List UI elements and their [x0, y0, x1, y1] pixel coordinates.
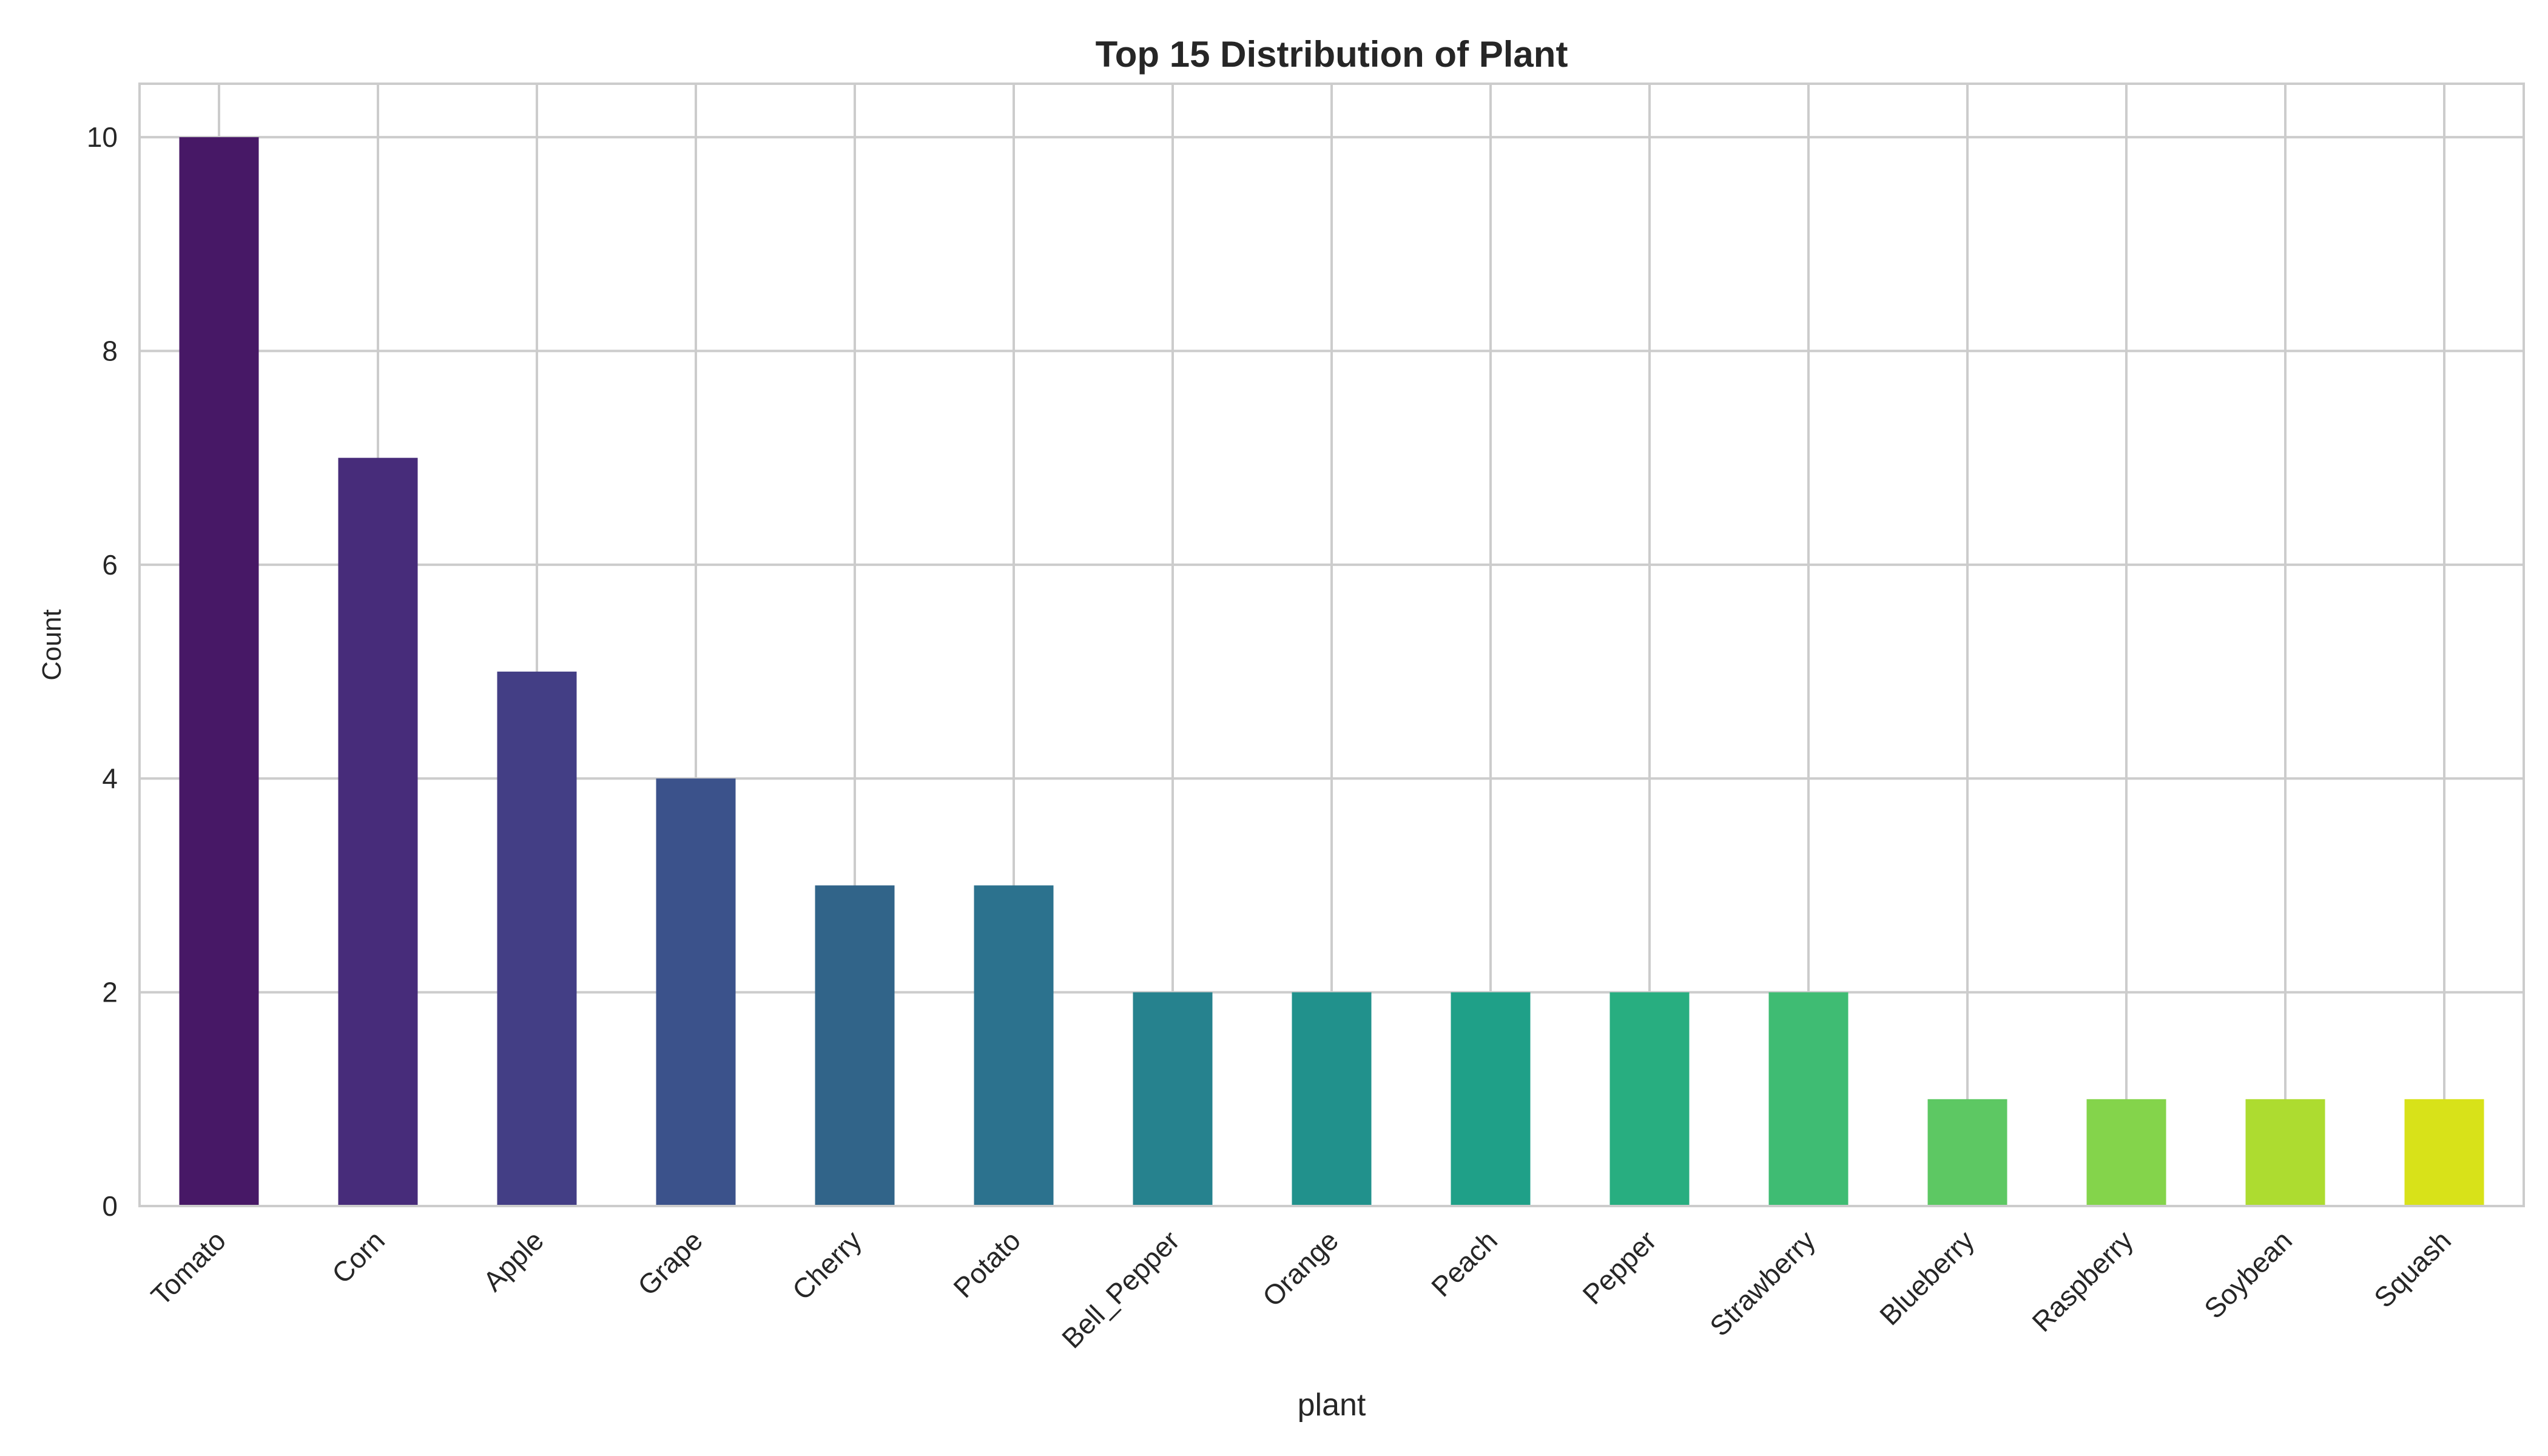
bar-potato	[974, 885, 1054, 1206]
x-tick-label: Grape	[632, 1224, 709, 1301]
bar-orange	[1292, 992, 1372, 1206]
bar-pepper	[1609, 992, 1690, 1206]
chart-title: Top 15 Distribution of Plant	[1096, 34, 1568, 75]
x-tick-label: Tomato	[145, 1224, 232, 1311]
x-tick-label: Bell_Pepper	[1056, 1224, 1185, 1354]
x-tick-labels: Tomato Corn Apple Grape Cherry Potato Bell_Pep…	[145, 1224, 2457, 1354]
x-axis-label: plant	[1298, 1387, 1366, 1423]
y-tick-labels: 0 2 4 6 8 10	[87, 121, 118, 1222]
bar-grape	[656, 778, 736, 1206]
x-tick-label: Pepper	[1576, 1224, 1662, 1310]
y-axis-label: Count	[37, 609, 67, 680]
bar-corn	[338, 457, 418, 1206]
x-tick-label: Potato	[947, 1224, 1026, 1304]
y-tick-label: 10	[87, 121, 118, 153]
bar-peach	[1451, 992, 1531, 1206]
x-tick-label: Apple	[477, 1224, 550, 1297]
bar-soybean	[2245, 1099, 2325, 1206]
bar-blueberry	[1927, 1099, 2007, 1206]
bar-raspberry	[2086, 1099, 2166, 1206]
plot-frame	[138, 83, 2525, 1207]
x-tick-label: Orange	[1256, 1224, 1344, 1312]
bar-strawberry	[1768, 992, 1849, 1206]
x-tick-label: Squash	[2368, 1224, 2457, 1313]
y-tick-label: 0	[102, 1190, 118, 1222]
y-tick-label: 2	[102, 977, 118, 1008]
x-tick-label: Peach	[1425, 1224, 1503, 1303]
bars	[179, 137, 2484, 1207]
x-tick-label: Soybean	[2198, 1224, 2298, 1324]
x-tick-label: Blueberry	[1873, 1224, 1980, 1331]
y-tick-label: 6	[102, 549, 118, 581]
bar-squash	[2404, 1099, 2484, 1206]
bar-cherry	[815, 885, 895, 1206]
bar-bell-pepper	[1133, 992, 1213, 1206]
x-tick-label: Cherry	[786, 1224, 868, 1306]
x-tick-label: Strawberry	[1704, 1224, 1821, 1342]
x-tick-label: Corn	[326, 1224, 391, 1289]
bar-tomato	[179, 137, 259, 1207]
x-tick-label: Raspberry	[2026, 1224, 2139, 1338]
bar-apple	[497, 672, 577, 1206]
y-tick-label: 8	[102, 335, 118, 366]
y-tick-label: 4	[102, 763, 118, 794]
